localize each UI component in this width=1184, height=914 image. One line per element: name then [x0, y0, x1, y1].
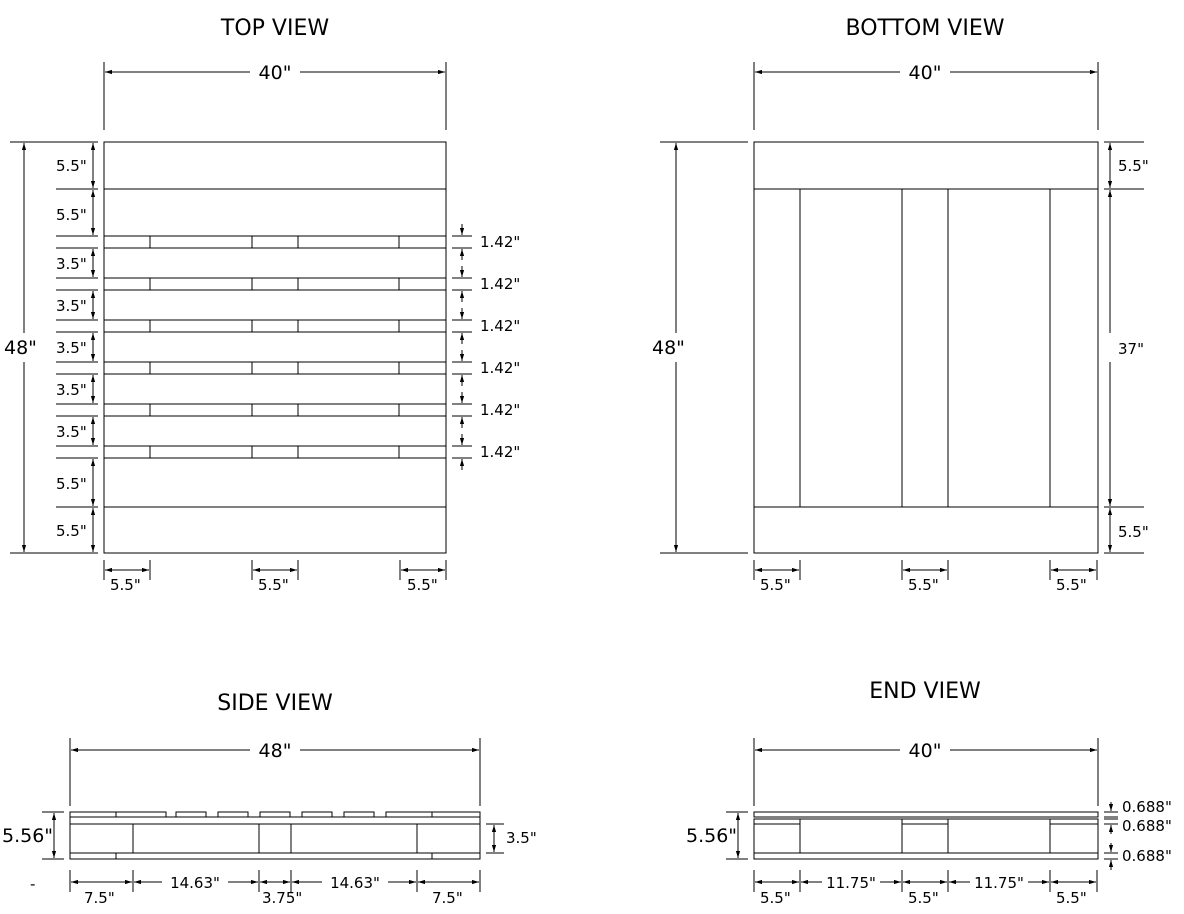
bottom-view: BOTTOM VIEW 40" 48" 5 [652, 16, 1149, 594]
top-gap-dim: 1.42" [480, 359, 520, 377]
side-bottom-dim: 14.63" [330, 874, 380, 892]
top-left-dim: 3.5" [56, 297, 87, 315]
end-bottom-dim: 5.5" [908, 889, 939, 907]
end-height-label: 5.56" [686, 825, 737, 847]
bottom-boards [753, 188, 1099, 508]
bottom-height-label: 48" [652, 337, 685, 359]
bottom-right-dimensions: 5.5" 37" 5.5" [1104, 141, 1149, 554]
top-left-dim: 5.5" [56, 475, 87, 493]
bottom-right-dim: 37" [1118, 340, 1144, 358]
end-view: END VIEW 40" 5.56" [686, 679, 1172, 907]
top-bottom-dim: 5.5" [110, 576, 141, 594]
top-bottom-dim: 5.5" [258, 576, 289, 594]
top-bottom-dim: 5.5" [407, 576, 438, 594]
top-deck-boards [103, 188, 447, 508]
end-bottom-dimensions: 5.5" 11.75" 5.5" 11.75" 5.5" [753, 870, 1098, 907]
top-left-dim: 5.5" [56, 206, 87, 224]
end-pallet [753, 811, 1099, 860]
top-outline [103, 141, 447, 554]
end-board-dim: 0.688" [1122, 847, 1172, 865]
bottom-width-label: 40" [909, 62, 942, 84]
top-gap-dim: 1.42" [480, 317, 520, 335]
side-bottom-dim: 14.63" [170, 874, 220, 892]
end-view-title: END VIEW [869, 679, 981, 704]
top-view: TOP VIEW 40" [4, 16, 520, 594]
bottom-view-title: BOTTOM VIEW [846, 16, 1005, 41]
side-bottom-dim: 7.5" [84, 889, 115, 907]
top-bottom-dimensions: 5.5" 5.5" 5.5" [103, 560, 447, 594]
end-bottom-dim: 11.75" [826, 874, 876, 892]
side-height-label: 5.56" [2, 825, 53, 847]
top-view-title: TOP VIEW [220, 16, 329, 41]
side-view: SIDE VIEW 48" [2, 691, 537, 907]
end-board-dim: 0.688" [1122, 798, 1172, 816]
bottom-right-dim: 5.5" [1118, 157, 1149, 175]
bottom-bottom-dim: 5.5" [760, 576, 791, 594]
top-left-dim: 3.5" [56, 423, 87, 441]
top-left-dim: 3.5" [56, 255, 87, 273]
top-gap-dim: 1.42" [480, 443, 520, 461]
side-length-label: 48" [259, 740, 292, 762]
bottom-bottom-dimensions: 5.5" 5.5" 5.5" [753, 560, 1098, 594]
side-bottom-dimensions: - 7.5" 14.63" 3.75" 14.63" 7.5" [30, 870, 481, 907]
side-view-title: SIDE VIEW [217, 691, 333, 716]
top-gap-dim: 1.42" [480, 233, 520, 251]
side-pallet [69, 811, 481, 860]
top-left-dim: 3.5" [56, 339, 87, 357]
side-block-height-label: 3.5" [506, 829, 537, 847]
end-bottom-dim: 5.5" [760, 889, 791, 907]
top-left-dim: 5.5" [56, 522, 87, 540]
top-gap-dim: 1.42" [480, 275, 520, 293]
top-height-label: 48" [4, 337, 37, 359]
top-gap-dimensions: 1.42" 1.42" 1.42" 1.42" 1.42" 1.42" [452, 224, 520, 470]
end-width-label: 40" [909, 740, 942, 762]
side-marker: - [30, 875, 35, 893]
top-left-dim: 3.5" [56, 381, 87, 399]
top-left-dim: 5.5" [56, 157, 87, 175]
top-width-label: 40" [259, 62, 292, 84]
end-board-dimensions: 0.688" 0.688" 0.688" [1104, 798, 1172, 870]
end-bottom-dim: 5.5" [1056, 889, 1087, 907]
end-bottom-dim: 11.75" [974, 874, 1024, 892]
end-board-dim: 0.688" [1122, 817, 1172, 835]
bottom-outline [753, 141, 1099, 554]
bottom-bottom-dim: 5.5" [1056, 576, 1087, 594]
side-bottom-dim: 3.75" [262, 889, 302, 907]
top-gap-dim: 1.42" [480, 401, 520, 419]
side-bottom-dim: 7.5" [432, 889, 463, 907]
top-stringer-marks [149, 236, 400, 458]
top-left-dimensions: 5.5" 5.5" 3.5" 3.5" 3.5" 3.5" 3.5" 5.5" … [56, 143, 98, 552]
bottom-right-dim: 5.5" [1118, 523, 1149, 541]
bottom-bottom-dim: 5.5" [908, 576, 939, 594]
